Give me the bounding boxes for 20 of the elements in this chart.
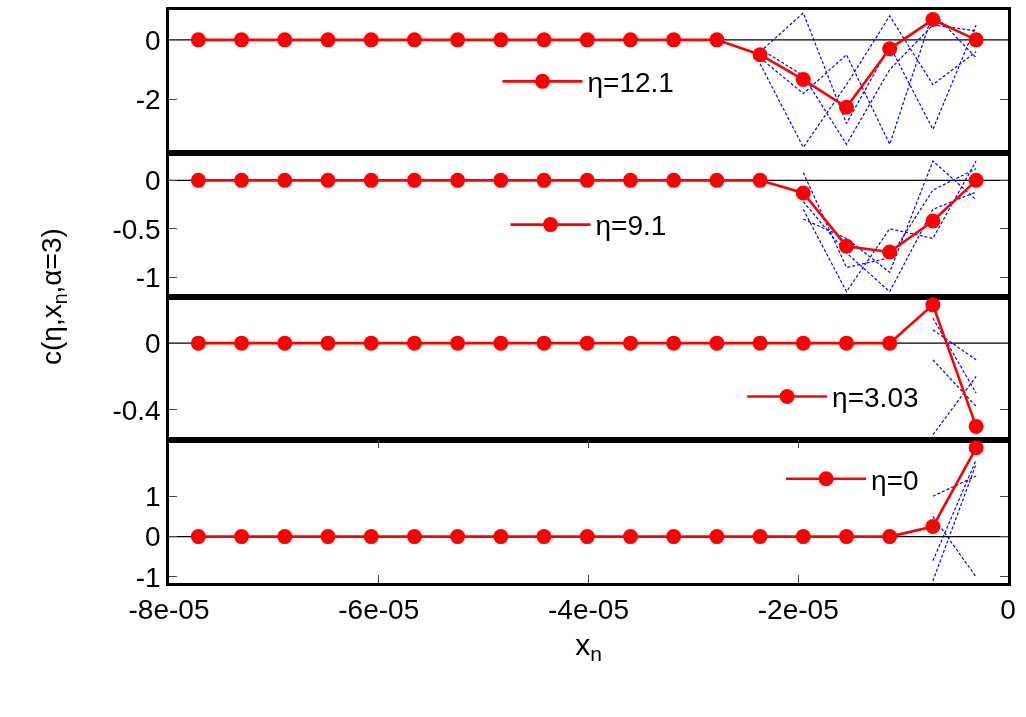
y-tick-label: -2 [135,84,161,116]
y-tick-label: 0 [145,521,161,553]
legend-label: η=0 [871,464,919,496]
x-tick-label: -2e-05 [757,594,839,626]
x-tick-label: 0 [1000,594,1016,626]
y-tick-label: 0 [145,327,161,359]
legend-label: η=12.1 [587,67,674,99]
y-tick-label: -1 [135,561,161,593]
y-tick-label: 0 [145,24,161,56]
y-tick-label: -0.4 [112,394,161,426]
y-tick-label: 1 [145,481,161,513]
legend-label: η=9.1 [595,210,667,242]
x-tick-label: -4e-05 [548,594,629,626]
y-tick-label: 0 [145,165,161,197]
x-tick-label: -6e-05 [338,594,420,626]
x-axis-title: x$_{n}$ [575,627,602,666]
y-tick-label: -0.5 [112,213,161,245]
legend-label: η=3.03 [832,382,919,414]
x-tick-label: -8e-05 [128,594,210,626]
y-tick-label: -1 [135,261,161,293]
